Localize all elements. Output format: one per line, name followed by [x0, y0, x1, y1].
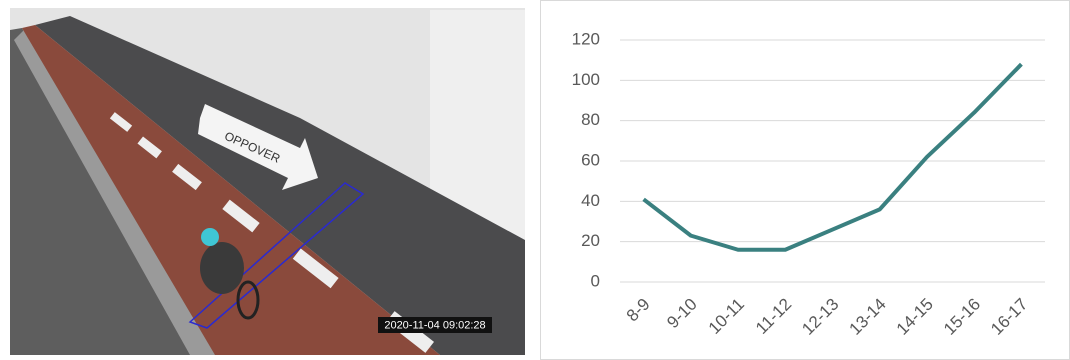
y-tick-label: 40 [581, 191, 600, 210]
chart-frame [541, 1, 1070, 360]
x-tick-label: 14-15 [893, 295, 937, 339]
y-tick-label: 120 [572, 29, 600, 48]
x-tick-label: 11-12 [752, 295, 795, 338]
y-tick-label: 100 [572, 70, 600, 89]
y-tick-label: 20 [581, 231, 600, 250]
x-tick-label: 12-13 [798, 295, 842, 339]
x-tick-label: 8-9 [623, 295, 654, 326]
y-tick-label: 80 [581, 110, 600, 129]
x-tick-label: 16-17 [987, 295, 1031, 339]
cyclist [200, 242, 244, 294]
y-tick-label: 60 [581, 150, 600, 169]
page: OPPOVER 2020-11-04 09:02:28 0 20 40 60 80 100… [0, 0, 1070, 360]
timestamp: 2020-11-04 09:02:28 [384, 319, 485, 331]
x-tick-label: 15-16 [940, 295, 984, 339]
x-tick-label: 13-14 [846, 295, 890, 339]
camera-photo: OPPOVER 2020-11-04 09:02:28 [10, 8, 525, 355]
x-tick-label: 9-10 [663, 295, 700, 332]
x-tick-label: 10-11 [705, 295, 748, 338]
cyclist-helmet [201, 228, 219, 246]
data-line [644, 64, 1022, 250]
y-tick-label: 0 [591, 271, 600, 290]
figure: OPPOVER 2020-11-04 09:02:28 0 20 40 60 80 100… [0, 0, 1070, 360]
